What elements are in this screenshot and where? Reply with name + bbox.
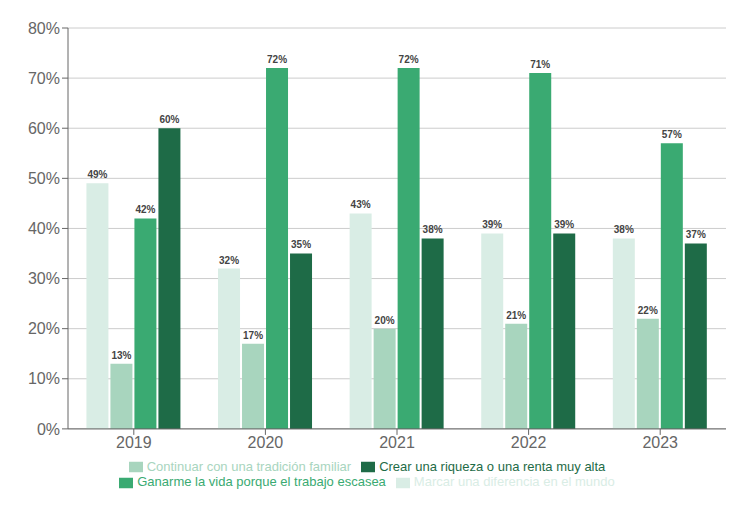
html-text:Continuar con una tradición fa: Continuar con una tradición familiar	[146, 458, 352, 474]
svg-text:0%: 0%	[37, 421, 60, 438]
svg-text:49%: 49%	[87, 169, 107, 180]
svg-text:17%: 17%	[243, 330, 263, 341]
html-text:Marcar una diferencia en el mu: Marcar una diferencia en el mundo	[413, 474, 615, 490]
svg-text:2019: 2019	[116, 434, 152, 451]
svg-text:2021: 2021	[379, 434, 415, 451]
svg-text:32%: 32%	[219, 255, 239, 266]
svg-text:21%: 21%	[506, 310, 526, 321]
html-text:Ganarme la vida porque el trab: Ganarme la vida porque el trabajo escase…	[137, 474, 386, 490]
svg-text:2020: 2020	[248, 434, 284, 451]
svg-text:37%: 37%	[686, 229, 706, 240]
svg-text:2022: 2022	[511, 434, 547, 451]
svg-text:13%: 13%	[111, 350, 131, 361]
svg-text:20%: 20%	[28, 320, 60, 337]
svg-text:39%: 39%	[482, 219, 502, 230]
svg-text:42%: 42%	[135, 204, 155, 215]
svg-text:20%: 20%	[375, 315, 395, 326]
svg-text:72%: 72%	[267, 54, 287, 65]
svg-text:80%: 80%	[28, 20, 60, 37]
svg-text:71%: 71%	[530, 59, 550, 70]
svg-text:43%: 43%	[351, 199, 371, 210]
svg-text:60%: 60%	[28, 120, 60, 137]
svg-text:22%: 22%	[638, 305, 658, 316]
svg-text:39%: 39%	[554, 219, 574, 230]
svg-text:38%: 38%	[423, 224, 443, 235]
svg-text:50%: 50%	[28, 170, 60, 187]
svg-text:70%: 70%	[28, 70, 60, 87]
svg-text:35%: 35%	[291, 239, 311, 250]
svg-text:10%: 10%	[28, 370, 60, 387]
svg-text:57%: 57%	[662, 129, 682, 140]
svg-text:60%: 60%	[159, 114, 179, 125]
svg-text:38%: 38%	[614, 224, 634, 235]
html-text:Crear una riqueza o una renta: Crear una riqueza o una renta muy alta	[379, 458, 606, 474]
svg-text:2023: 2023	[642, 434, 678, 451]
svg-text:30%: 30%	[28, 270, 60, 287]
svg-text:40%: 40%	[28, 220, 60, 237]
svg-text:72%: 72%	[399, 54, 419, 65]
